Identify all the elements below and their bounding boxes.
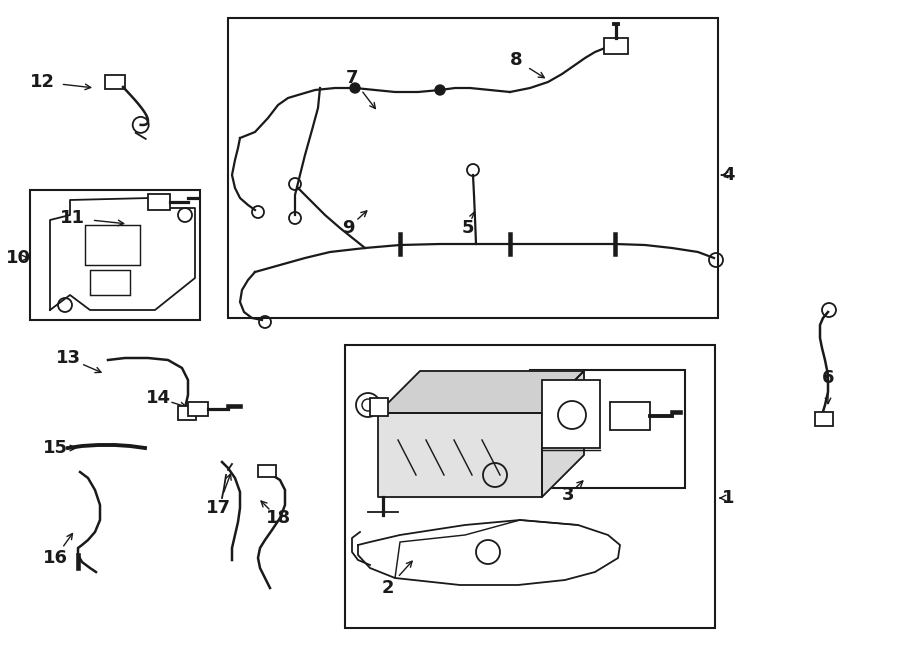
Text: 2: 2 [382,579,394,597]
Bar [345,345,715,628]
Text: 5: 5 [462,219,474,237]
Polygon shape [378,413,542,497]
Text: 17: 17 [205,499,230,517]
Bar [542,380,600,448]
Bar [370,398,388,416]
Circle shape [435,85,445,95]
Text: 15: 15 [42,439,68,457]
Text: 1: 1 [722,489,734,507]
Bar [85,225,140,265]
Text: 13: 13 [56,349,80,367]
Bar [610,402,650,430]
Circle shape [350,83,360,93]
Bar [148,194,170,210]
Bar [188,402,208,416]
Text: 12: 12 [30,73,55,91]
Text: 10: 10 [5,249,31,267]
Bar [228,18,718,318]
Bar [30,190,200,320]
Bar [815,412,833,426]
Text: 9: 9 [342,219,355,237]
Polygon shape [542,371,584,497]
Bar [258,465,276,477]
Text: 4: 4 [722,166,734,184]
Polygon shape [378,371,584,413]
Bar [178,406,196,420]
Bar [604,38,628,54]
Bar [105,75,125,89]
Bar [90,270,130,295]
Text: 16: 16 [42,549,68,567]
Text: 7: 7 [346,69,358,87]
Bar [530,370,685,488]
Text: 8: 8 [509,51,522,69]
Text: 3: 3 [562,486,574,504]
Text: 11: 11 [59,209,85,227]
Text: 18: 18 [266,509,291,527]
Text: 6: 6 [822,369,834,387]
Text: 14: 14 [146,389,170,407]
